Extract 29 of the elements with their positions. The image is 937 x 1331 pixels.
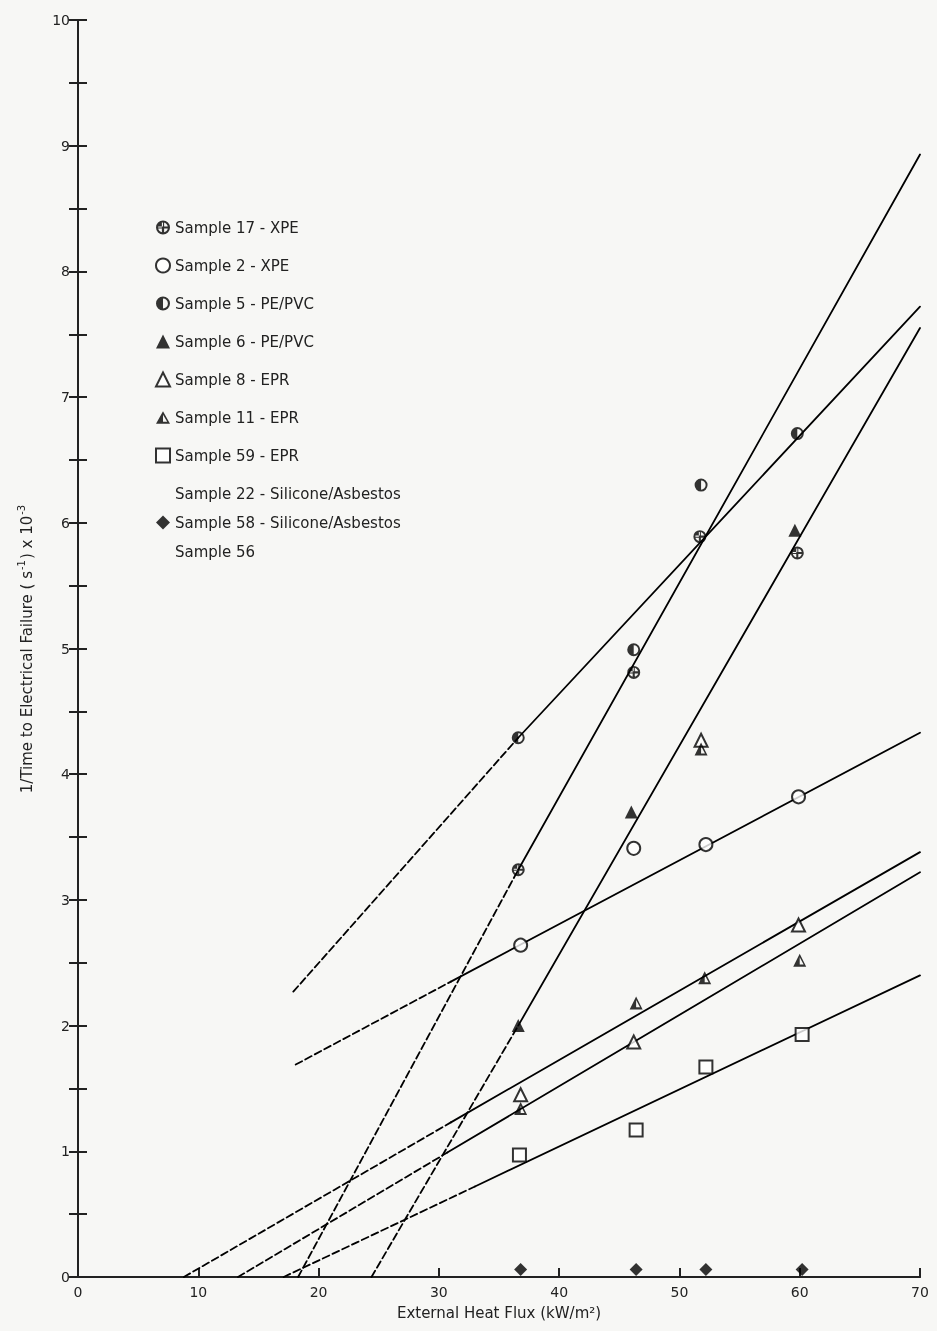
y-tick-label: 5 <box>61 640 70 657</box>
y-tick-label: 7 <box>61 389 70 406</box>
legend-label: Sample 17 - XPE <box>175 218 299 237</box>
legend-label: Sample 5 - PE/PVC <box>175 294 314 313</box>
legend-label: Sample 11 - EPR <box>175 408 299 427</box>
y-tick-label: 10 <box>52 12 70 28</box>
legend-label: Sample 6 - PE/PVC <box>175 332 314 351</box>
y-tick-label: 9 <box>61 137 70 154</box>
x-axis-title: External Heat Flux (kW/m²) <box>396 1303 602 1322</box>
y-tick-label: 6 <box>61 514 71 531</box>
x-tick-label: 20 <box>309 1284 328 1300</box>
x-tick-label: 70 <box>911 1284 929 1300</box>
x-tick-label: 50 <box>670 1284 689 1300</box>
y-tick-label: 1 <box>61 1143 70 1160</box>
legend-label: Sample 8 - EPR <box>175 370 290 389</box>
y-axis-title: 1/Time to Electrical Failure ( s-1) x 10-3 <box>16 504 36 794</box>
legend-label: Sample 2 - XPE <box>175 256 290 275</box>
y-tick-label: 4 <box>61 766 71 783</box>
y-tick-label: 0 <box>61 1269 70 1285</box>
legend-label: Sample 59 - EPR <box>175 446 299 465</box>
x-tick-label: 30 <box>429 1284 448 1300</box>
y-tick-label: 3 <box>61 891 70 908</box>
x-tick-label: 40 <box>550 1284 569 1300</box>
x-tick-label: 60 <box>790 1284 809 1300</box>
x-tick-label: 0 <box>73 1284 83 1300</box>
y-tick-label: 2 <box>61 1017 70 1034</box>
x-tick-label: 10 <box>189 1284 208 1300</box>
y-tick-label: 8 <box>61 263 70 280</box>
legend-label: Sample 22 - Silicone/Asbestos Sample 58 - Silicone/Asbestos Sample 56 <box>175 484 401 561</box>
